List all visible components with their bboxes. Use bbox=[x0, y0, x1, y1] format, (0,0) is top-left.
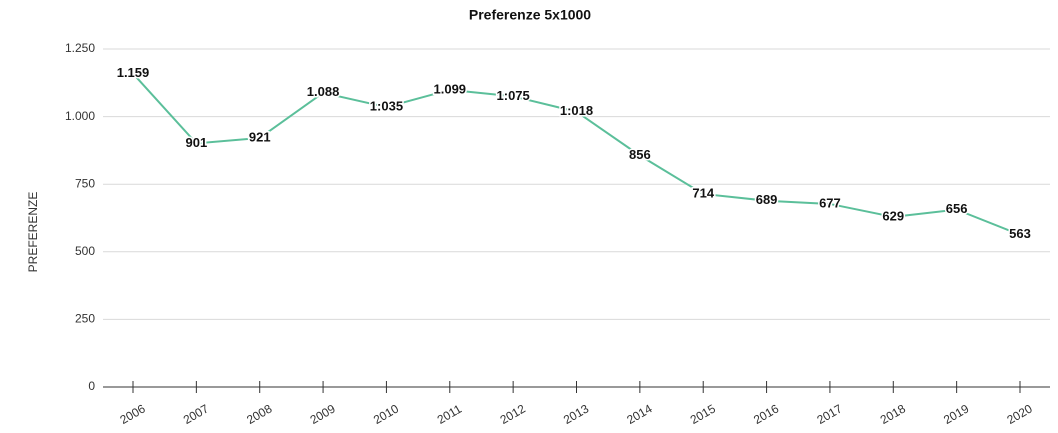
x-tick-label: 2008 bbox=[244, 401, 274, 427]
x-tick-label: 2012 bbox=[498, 401, 528, 427]
data-label: 629 bbox=[882, 208, 904, 223]
x-tick-label: 2016 bbox=[751, 401, 781, 427]
x-tick-label: 2010 bbox=[371, 401, 401, 427]
data-label: 714 bbox=[692, 185, 714, 200]
y-tick-label: 1.000 bbox=[65, 109, 95, 123]
data-label: 1:035 bbox=[370, 99, 403, 114]
data-label: 921 bbox=[249, 129, 271, 144]
x-tick-label: 2011 bbox=[435, 402, 465, 427]
y-tick-label: 0 bbox=[88, 379, 95, 393]
data-label: 1:018 bbox=[560, 103, 593, 118]
y-tick-label: 250 bbox=[75, 312, 95, 326]
x-tick-label: 2018 bbox=[878, 401, 908, 427]
y-tick-label: 500 bbox=[75, 244, 95, 258]
y-tick-label: 1.250 bbox=[65, 41, 95, 55]
chart-title: Preferenze 5x1000 bbox=[469, 7, 591, 23]
data-label: 1.099 bbox=[434, 81, 467, 96]
x-tick-label: 2009 bbox=[308, 401, 338, 427]
x-tick-label: 2006 bbox=[118, 401, 148, 427]
data-label: 901 bbox=[186, 135, 208, 150]
data-label: 1.159 bbox=[117, 65, 150, 80]
x-tick-label: 2015 bbox=[688, 401, 718, 427]
x-tick-label: 2019 bbox=[941, 401, 971, 427]
data-label: 1.088 bbox=[307, 84, 340, 99]
data-label: 563 bbox=[1009, 226, 1031, 241]
data-label: 689 bbox=[756, 192, 778, 207]
data-label: 677 bbox=[819, 195, 841, 210]
y-axis-label: PREFERENZE bbox=[26, 192, 40, 273]
line bbox=[132, 72, 1021, 236]
y-tick-label: 750 bbox=[75, 176, 95, 190]
data-label: 1:075 bbox=[497, 88, 530, 103]
data-label: 656 bbox=[946, 201, 968, 216]
x-tick-label: 2007 bbox=[181, 401, 211, 427]
x-tick-label: 2017 bbox=[814, 401, 844, 427]
x-tick-label: 2014 bbox=[624, 401, 654, 427]
x-tick-label: 2013 bbox=[561, 401, 591, 427]
data-label: 856 bbox=[629, 147, 651, 162]
x-tick-label: 2020 bbox=[1005, 401, 1035, 427]
